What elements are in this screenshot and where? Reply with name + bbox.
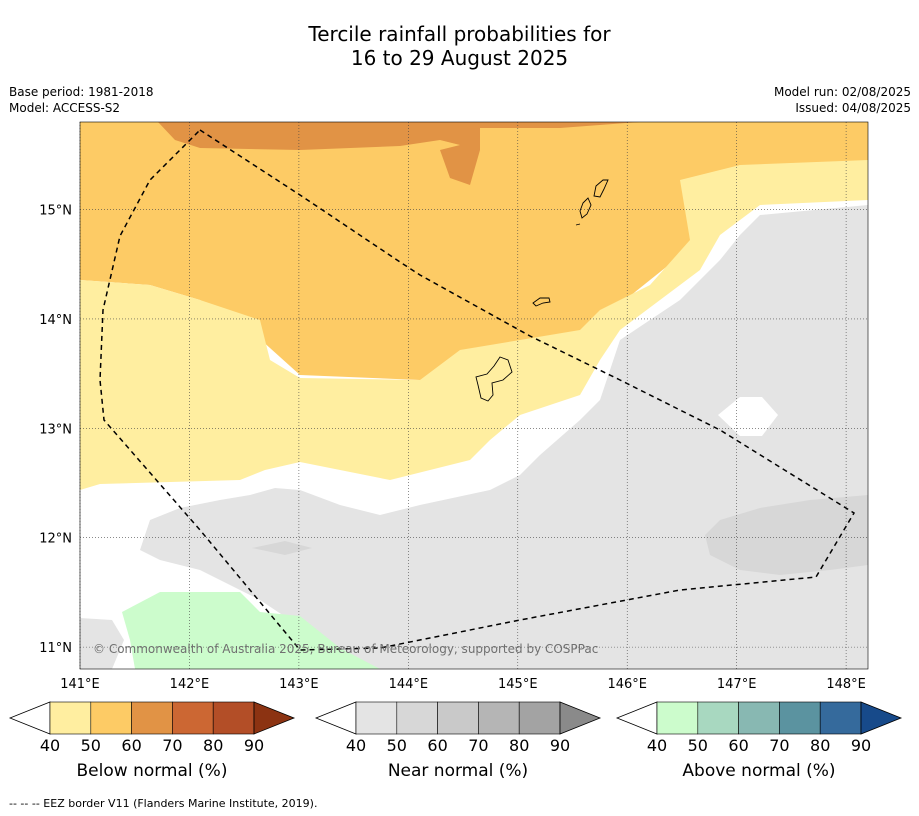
colorbar-tick-label: 70 [162,736,182,755]
colorbar-segment [518,701,561,735]
colorbar-segment [697,701,739,735]
meta-left: Base period: 1981-2018 Model: ACCESS-S2 [9,84,154,116]
base-period: Base period: 1981-2018 [9,85,154,99]
colorbar-tick-label: 80 [203,736,223,755]
island-tinian [579,197,592,219]
colorbar-tick-label: 40 [647,736,667,755]
meta-right: Model run: 02/08/2025 Issued: 04/08/2025 [774,84,911,116]
model-name: Model: ACCESS-S2 [9,101,121,115]
region-below-40-50 [80,160,868,490]
colorbar-under-triangle [8,701,51,735]
copyright-text: © Commonwealth of Australia 2025, Bureau… [93,642,598,656]
title-line-1: Tercile rainfall probabilities for [308,22,611,46]
colorbar-tick-label: 40 [346,736,366,755]
lat-tick-label: 13°N [39,422,72,437]
colorbar-segment [656,701,699,735]
island-rota [532,297,551,307]
lon-tick-label: 145°E [498,677,538,692]
colorbar-tick-label: 80 [509,736,529,755]
colorbar-tick-label: 70 [468,736,488,755]
island-aguijan [575,223,581,226]
region-no-signal-patch [718,397,778,436]
lon-tick-label: 144°E [389,677,429,692]
colorbar-tick-label: 50 [688,736,708,755]
region-near-50-60-west [252,541,312,555]
title-line-2: 16 to 29 August 2025 [350,46,569,70]
region-above-40-50 [122,592,380,669]
island-guam [475,356,513,402]
lon-tick-label: 143°E [279,677,319,692]
eez-border [99,129,856,651]
lon-tick-label: 146°E [607,677,647,692]
region-near-40-50 [140,205,868,669]
colorbar-tick-label: 70 [769,736,789,755]
colorbar-segment [90,701,132,735]
colorbar-tick-label: 90 [550,736,570,755]
colorbar-above-label: Above normal (%) [682,761,836,781]
island-saipan [593,179,609,198]
region-below-60-70-north [158,122,640,185]
colorbar-segment [478,701,520,735]
colorbar-over-triangle [253,701,296,735]
eez-footnote: -- -- -- EEZ border V11 (Flanders Marine… [9,797,318,810]
lon-tick-label: 141°E [60,677,100,692]
colorbar-over-triangle [559,701,602,735]
map-title: Tercile rainfall probabilities for 16 to… [0,22,919,70]
lat-tick-label: 11°N [39,641,72,656]
lat-tick-label: 15°N [39,204,72,219]
lon-tick-label: 148°E [826,677,866,692]
colorbar-under-triangle [314,701,357,735]
probability-field [80,122,868,669]
islands [475,179,609,402]
region-near-50-60-east [705,495,868,575]
colorbar-segment [779,701,821,735]
colorbar-tick-label: 40 [40,736,60,755]
colorbar-near-label: Near normal (%) [387,761,529,781]
lat-tick-label: 14°N [39,313,72,328]
colorbar-segment [172,701,214,735]
colorbar-segment [49,701,92,735]
colorbars: 40 50 60 70 80 90 40 50 60 70 80 90 40 50 60 70 80 90 [8,701,903,755]
lon-tick-label: 142°E [170,677,210,692]
colorbar-near: 40 50 60 70 80 90 [314,701,602,755]
colorbar-over-triangle [860,701,903,735]
colorbar-below-label: Below normal (%) [76,761,228,781]
colorbar-under-triangle [615,701,658,735]
colorbar-below: 40 50 60 70 80 90 [8,701,296,755]
region-below-50-60 [80,122,868,380]
lat-tick-label: 12°N [39,532,72,547]
colorbar-tick-label: 50 [387,736,407,755]
colorbar-segment [131,701,173,735]
colorbar-segment [396,701,438,735]
map-frame [79,121,869,670]
colorbar-tick-label: 60 [427,736,447,755]
colorbar-segment [819,701,862,735]
colorbar-segment [355,701,398,735]
region-near-40-50-southwest [80,618,124,669]
colorbar-segment [738,701,780,735]
colorbar-tick-label: 90 [851,736,871,755]
axis-ticks: 141°E 142°E 143°E 144°E 145°E 146°E 147°E 148°E… [39,204,866,692]
colorbar-tick-label: 60 [728,736,748,755]
colorbar-tick-label: 60 [121,736,141,755]
colorbar-segment [437,701,479,735]
colorbar-above: 40 50 60 70 80 90 [615,701,903,755]
lon-tick-label: 147°E [717,677,757,692]
issued-date: Issued: 04/08/2025 [795,101,911,115]
model-run: Model run: 02/08/2025 [773,85,911,99]
colorbar-segment [212,701,255,735]
colorbar-tick-label: 90 [244,736,264,755]
colorbar-tick-label: 50 [81,736,101,755]
colorbar-tick-label: 80 [810,736,830,755]
